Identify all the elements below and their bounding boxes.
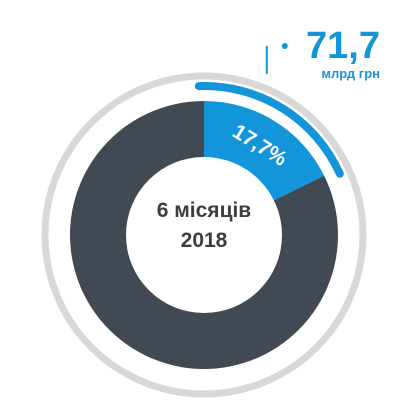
highlight-arc <box>194 82 344 178</box>
donut-hole <box>126 157 282 313</box>
center-label-year: 2018 <box>181 229 228 252</box>
callout-value: 71,7 <box>306 25 380 67</box>
center-label-period: 6 місяців <box>157 199 252 222</box>
callout-dot <box>281 43 288 49</box>
outer-ring <box>41 72 367 398</box>
callout-unit: млрд грн <box>321 66 380 81</box>
